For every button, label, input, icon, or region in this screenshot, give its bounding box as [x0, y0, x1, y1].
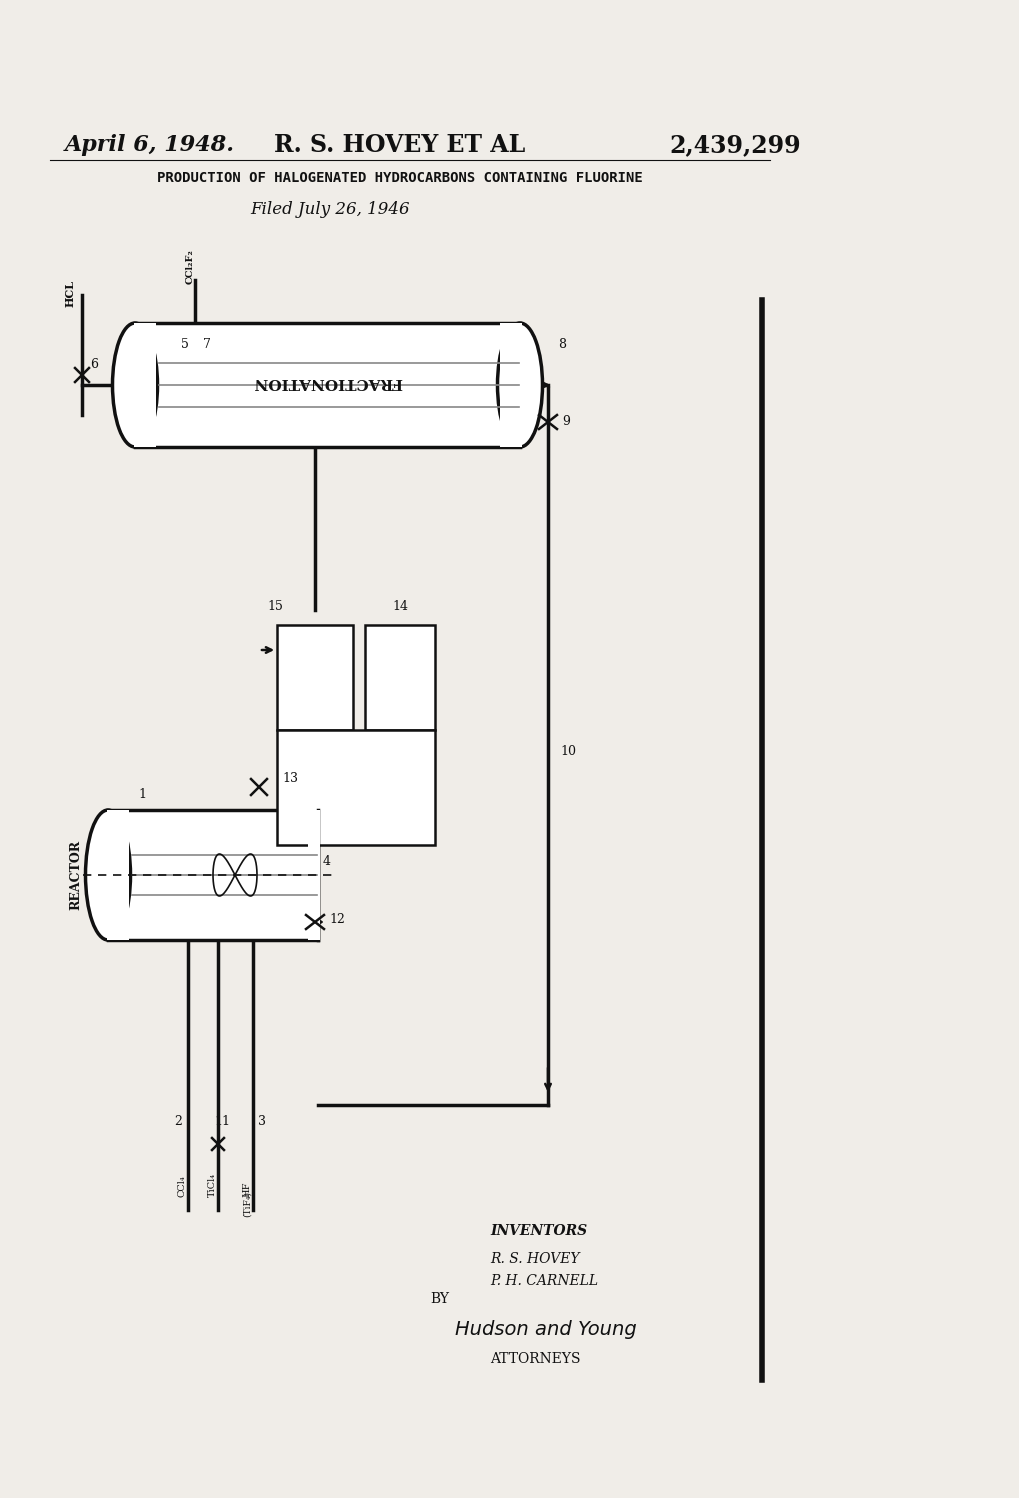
Text: 3: 3	[258, 1115, 266, 1128]
Ellipse shape	[497, 324, 542, 446]
Text: R. S. HOVEY: R. S. HOVEY	[489, 1252, 579, 1266]
Ellipse shape	[86, 810, 130, 941]
Text: 15: 15	[267, 601, 282, 613]
Text: FRACTIONATION: FRACTIONATION	[253, 374, 401, 389]
Text: R. S. HOVEY ET AL: R. S. HOVEY ET AL	[274, 133, 525, 157]
Text: 9: 9	[561, 415, 570, 428]
Ellipse shape	[112, 324, 157, 446]
Bar	[133, 324, 156, 446]
Text: Hudson and Young: Hudson and Young	[454, 1320, 636, 1339]
Text: BY: BY	[430, 1291, 448, 1306]
Text: 12: 12	[329, 912, 344, 926]
Text: 1: 1	[138, 788, 146, 801]
Bar	[108, 810, 318, 941]
Text: 2,439,299: 2,439,299	[668, 133, 800, 157]
Text: P. H. CARNELL: P. H. CARNELL	[489, 1273, 597, 1288]
Text: 2: 2	[174, 1115, 181, 1128]
Text: REACTOR: REACTOR	[69, 840, 83, 911]
Text: ATTORNEYS: ATTORNEYS	[489, 1353, 580, 1366]
Text: 6: 6	[90, 358, 98, 372]
Text: 5: 5	[180, 339, 189, 351]
Text: HCL: HCL	[64, 280, 75, 307]
Text: April 6, 1948.: April 6, 1948.	[65, 133, 234, 156]
Text: CCl₄: CCl₄	[177, 1176, 186, 1197]
Text: HF: HF	[243, 1182, 252, 1197]
Text: 8: 8	[557, 339, 566, 351]
Text: CCl₂F₂: CCl₂F₂	[185, 249, 195, 285]
Bar	[135, 324, 520, 446]
Bar	[277, 625, 353, 730]
Bar	[365, 625, 434, 730]
Text: INVENTORS: INVENTORS	[489, 1224, 587, 1237]
Bar	[107, 810, 128, 941]
Text: Filed July 26, 1946: Filed July 26, 1946	[250, 202, 410, 219]
Text: TiCl₄: TiCl₄	[207, 1173, 216, 1197]
Text: 11: 11	[214, 1115, 229, 1128]
Text: 4: 4	[323, 855, 331, 867]
Text: 14: 14	[391, 601, 408, 613]
Bar	[308, 810, 320, 941]
Text: 10: 10	[559, 745, 576, 758]
Bar	[499, 324, 522, 446]
Text: (TiF₄): (TiF₄)	[243, 1191, 252, 1216]
Text: 7: 7	[203, 339, 211, 351]
Text: PRODUCTION OF HALOGENATED HYDROCARBONS CONTAINING FLUORINE: PRODUCTION OF HALOGENATED HYDROCARBONS C…	[157, 171, 642, 184]
Bar	[277, 730, 434, 845]
Text: 13: 13	[281, 773, 298, 785]
